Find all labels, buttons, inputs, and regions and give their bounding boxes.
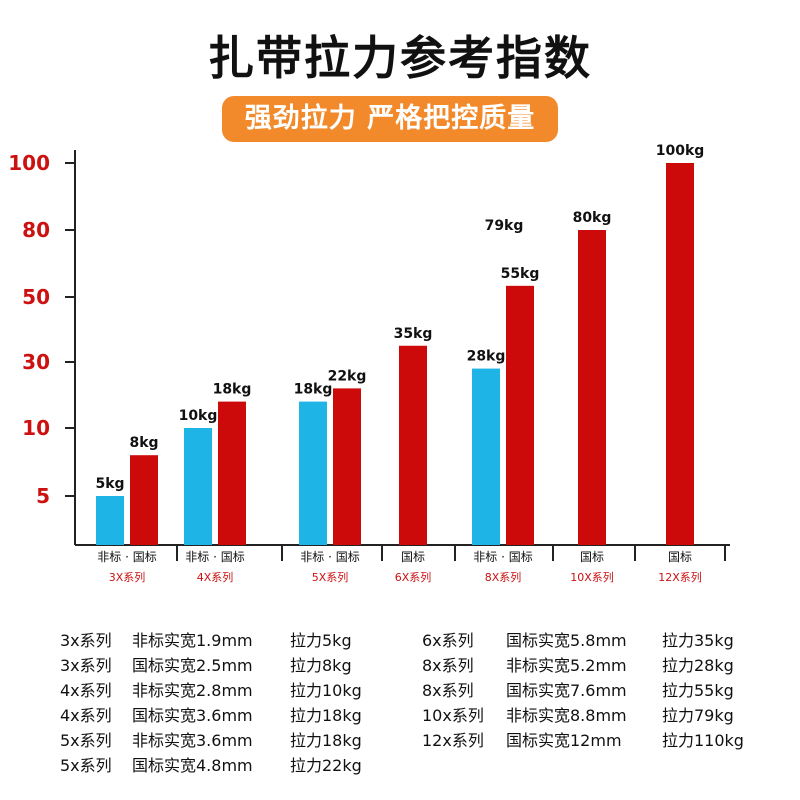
spec-series: 10x系列 (422, 706, 484, 725)
bar-nonstandard (184, 428, 212, 545)
x-category-label: 国标 (668, 550, 692, 564)
spec-tension: 拉力18kg (290, 706, 362, 725)
spec-tension: 拉力110kg (662, 731, 744, 750)
x-category-label: 非标 · 国标 (97, 550, 156, 564)
bar-value-label: 100kg (656, 143, 705, 159)
spec-series: 8x系列 (422, 681, 474, 700)
spec-width: 国标实宽2.5mm (132, 656, 253, 675)
y-tick-label: 50 (22, 285, 50, 309)
spec-series: 6x系列 (422, 631, 474, 650)
bar-value-label: 5kg (95, 476, 124, 492)
y-tick-label: 100 (8, 151, 50, 175)
page-title: 扎带拉力参考指数 (208, 31, 592, 85)
spec-series: 4x系列 (60, 706, 112, 725)
spec-tension: 拉力28kg (662, 656, 734, 675)
bar-value-label: 10kg (179, 408, 218, 424)
bar-value-label: 18kg (213, 382, 252, 398)
spec-width: 非标实宽5.2mm (506, 656, 627, 675)
spec-tension: 拉力35kg (662, 631, 734, 650)
x-category-label: 国标 (580, 550, 604, 564)
x-series-label: 12X系列 (658, 570, 702, 584)
spec-width: 国标实宽7.6mm (506, 681, 627, 700)
x-series-label: 10X系列 (570, 570, 614, 584)
spec-series: 8x系列 (422, 656, 474, 675)
bar-nonstandard (472, 368, 500, 545)
spec-tension: 拉力18kg (290, 731, 362, 750)
spec-series: 5x系列 (60, 756, 112, 775)
spec-series: 3x系列 (60, 631, 112, 650)
bar-value-label: 8kg (129, 435, 158, 451)
spec-tension: 拉力5kg (290, 631, 352, 650)
spec-width: 国标实宽4.8mm (132, 756, 253, 775)
bar-national (506, 285, 534, 545)
bar-national (130, 455, 158, 545)
bar-nonstandard (299, 401, 327, 545)
spec-width: 国标实宽5.8mm (506, 631, 627, 650)
bar-extra-label: 79kg (485, 218, 524, 234)
spec-series: 4x系列 (60, 681, 112, 700)
bar-value-label: 80kg (573, 210, 612, 226)
bar-national (333, 388, 361, 545)
bar-national (666, 163, 694, 545)
spec-width: 非标实宽2.8mm (132, 681, 253, 700)
bar-value-label: 35kg (394, 326, 433, 342)
bar-value-label: 28kg (467, 349, 506, 365)
bar-value-label: 18kg (294, 382, 333, 398)
bar-national (578, 230, 606, 545)
x-series-label: 8X系列 (485, 570, 522, 584)
y-tick-label: 30 (22, 350, 50, 374)
spec-tension: 拉力8kg (290, 656, 352, 675)
bar-value-label: 22kg (328, 368, 367, 384)
spec-width: 非标实宽1.9mm (132, 631, 253, 650)
spec-tension: 拉力22kg (290, 756, 362, 775)
y-tick-label: 10 (22, 416, 50, 440)
bar-national (218, 401, 246, 545)
spec-width: 非标实宽3.6mm (132, 731, 253, 750)
spec-series: 5x系列 (60, 731, 112, 750)
x-series-label: 4X系列 (197, 570, 234, 584)
bar-chart: 5 10 30 50 80 100 5kg 8kg 非标 · 国标 3X系列 10kg 18kg 非标 … (8, 143, 730, 584)
y-tick-label: 5 (36, 484, 50, 508)
x-category-label: 非标 · 国标 (473, 550, 532, 564)
y-tick-label: 80 (22, 218, 50, 242)
x-category-label: 非标 · 国标 (300, 550, 359, 564)
x-category-label: 非标 · 国标 (185, 550, 244, 564)
spec-series: 3x系列 (60, 656, 112, 675)
spec-tension: 拉力55kg (662, 681, 734, 700)
spec-width: 非标实宽8.8mm (506, 706, 627, 725)
subtitle-banner: 强劲拉力 严格把控质量 (222, 96, 558, 142)
spec-series: 12x系列 (422, 731, 484, 750)
bar-national (399, 345, 427, 545)
spec-width: 国标实宽12mm (506, 731, 622, 750)
bar-value-label: 55kg (501, 266, 540, 282)
x-category-label: 国标 (401, 550, 425, 564)
spec-tension: 拉力79kg (662, 706, 734, 725)
spec-tension: 拉力10kg (290, 681, 362, 700)
spec-width: 国标实宽3.6mm (132, 706, 253, 725)
x-series-label: 3X系列 (109, 570, 146, 584)
x-series-label: 5X系列 (312, 570, 349, 584)
bar-nonstandard (96, 496, 124, 545)
x-series-label: 6X系列 (395, 570, 432, 584)
